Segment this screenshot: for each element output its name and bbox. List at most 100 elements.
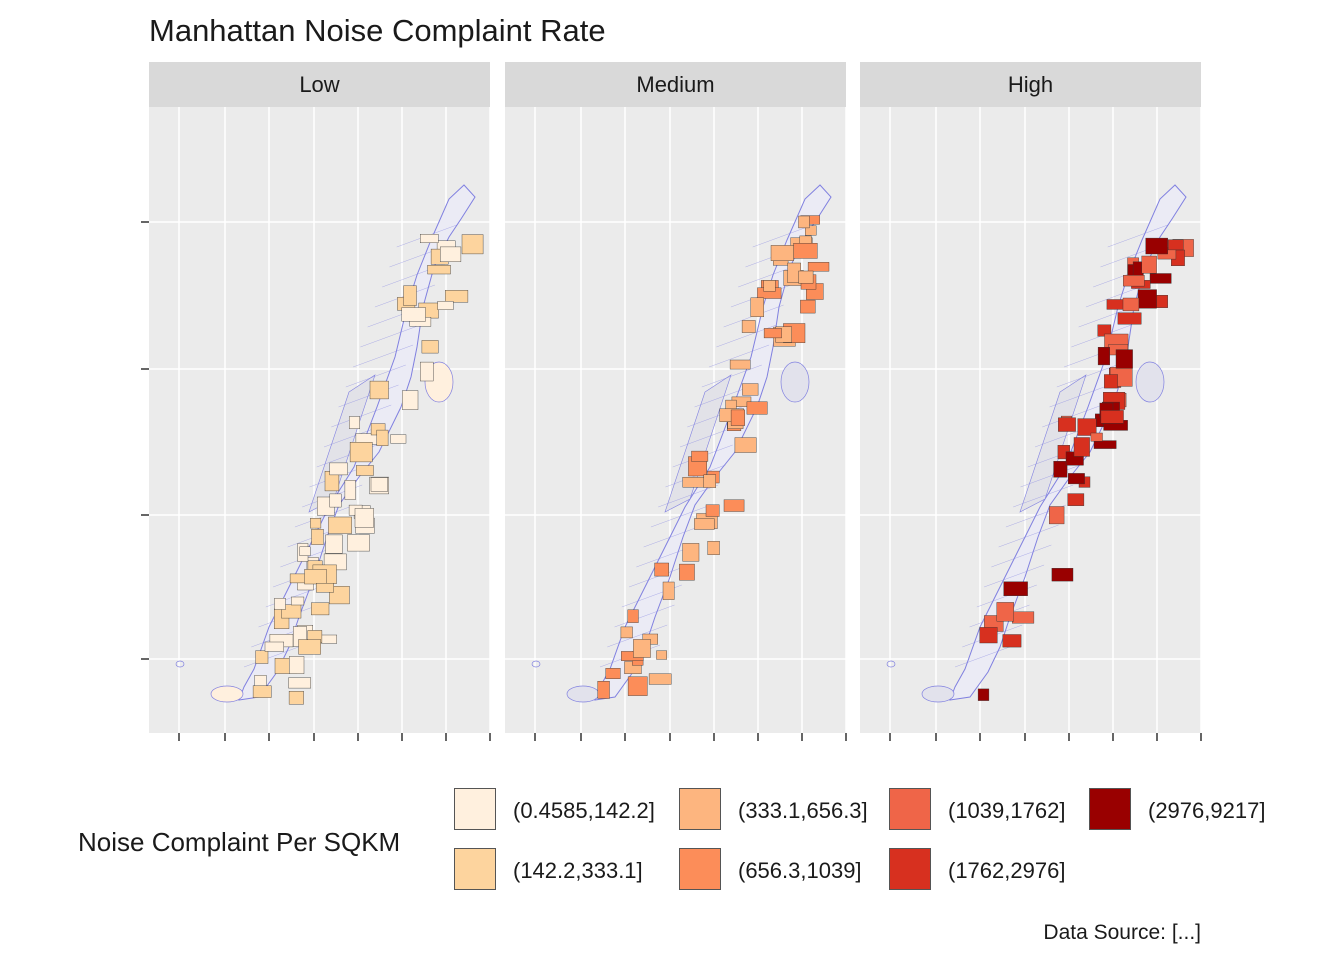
tract-1 [325, 534, 343, 554]
facet-strip-high: High [860, 62, 1201, 107]
tract-2 [329, 586, 350, 605]
street-line [1042, 404, 1103, 428]
street-line [294, 504, 355, 528]
tract-1 [370, 477, 388, 492]
tract-4 [691, 450, 709, 462]
tract-3 [741, 320, 756, 333]
legend-key-6 [889, 848, 931, 890]
tract-7 [1145, 237, 1168, 255]
tract-6 [1002, 634, 1022, 648]
facet-medium: Medium [505, 62, 846, 733]
map-panel-high [860, 107, 1201, 733]
tract-6 [1067, 493, 1085, 506]
legend-label-7: (2976,9217] [1148, 798, 1266, 823]
tract-3 [694, 518, 715, 530]
tract-1 [420, 361, 434, 382]
tract-7 [1137, 289, 1157, 309]
street-line [607, 624, 668, 648]
tract-4 [627, 676, 648, 696]
legend-label-6: (1762,2976] [948, 858, 1066, 883]
legend-label-4: (656.3,1039] [738, 858, 862, 883]
tract-3 [682, 477, 706, 488]
tract-2 [328, 516, 352, 534]
tract-5 [1122, 297, 1140, 312]
tract-2 [288, 691, 304, 705]
tract-7 [1115, 349, 1133, 369]
liberty-island [531, 660, 541, 668]
tract-6 [1073, 437, 1090, 457]
street-line [650, 504, 711, 528]
tract-3 [662, 581, 675, 600]
tract-6 [1155, 294, 1168, 308]
tract-3 [734, 437, 757, 453]
tract-2 [304, 569, 327, 585]
liberty-island [175, 660, 185, 668]
tract-7 [1093, 440, 1117, 449]
map-panel-low [149, 107, 490, 733]
tract-2 [315, 583, 334, 593]
tract-3 [750, 297, 765, 318]
tract-4 [605, 668, 621, 679]
tract-1 [264, 641, 284, 652]
tract-6 [1104, 374, 1118, 389]
tract-7 [1053, 461, 1068, 478]
tract-5 [1011, 611, 1035, 624]
legend-key-1 [454, 788, 496, 830]
tract-3 [703, 474, 717, 488]
legend-key-7 [1089, 788, 1131, 830]
tract-2 [445, 290, 469, 303]
tract-6 [1077, 418, 1097, 436]
map-panel-medium [505, 107, 846, 733]
tract-1 [402, 390, 419, 410]
street-line [243, 644, 305, 668]
legend-key-5 [889, 788, 931, 830]
tract-4 [763, 328, 782, 339]
street-line [658, 484, 719, 508]
facet-low: Low [149, 62, 490, 733]
tract-5 [1090, 432, 1103, 442]
tract-4 [679, 563, 695, 581]
tract-2 [311, 602, 330, 616]
governors-island [210, 685, 244, 703]
tract-1 [401, 307, 426, 322]
data-source-caption: Data Source: [...] [1043, 921, 1201, 944]
tract-4 [597, 681, 610, 699]
street-line [709, 344, 770, 368]
liberty-island [886, 660, 896, 668]
tract-2 [461, 234, 484, 255]
tract-5 [1141, 255, 1157, 274]
street-line [1107, 224, 1168, 248]
tract-1 [440, 246, 462, 262]
street-line [701, 364, 762, 388]
map-canvas [505, 107, 846, 733]
tract-1 [420, 233, 439, 243]
tract-7 [1003, 581, 1028, 597]
tract-3 [770, 245, 794, 261]
tract-1 [390, 434, 407, 444]
street-line [643, 524, 704, 548]
facet-high: High [860, 62, 1201, 733]
tract-1 [347, 534, 370, 552]
tract-4 [705, 504, 720, 517]
legend-key-3 [679, 788, 721, 830]
legend-label-2: (142.2,333.1] [513, 858, 643, 883]
tract-3 [648, 673, 672, 685]
facet-strip-low: Low [149, 62, 490, 107]
randalls-island [1135, 361, 1165, 403]
tract-4 [746, 401, 768, 415]
tract-6 [1168, 239, 1184, 251]
tract-2 [421, 340, 439, 354]
tract-1 [349, 416, 361, 429]
tract-2 [349, 442, 373, 463]
tract-4 [807, 262, 830, 272]
tract-7 [1097, 346, 1110, 366]
street-line [984, 564, 1045, 588]
tract-2 [255, 650, 269, 664]
tract-3 [707, 541, 720, 555]
legend-key-4 [679, 848, 721, 890]
tract-7 [1067, 473, 1085, 485]
street-line [991, 544, 1052, 568]
tract-3 [682, 543, 700, 562]
street-line [998, 524, 1059, 548]
street-line [752, 224, 813, 248]
